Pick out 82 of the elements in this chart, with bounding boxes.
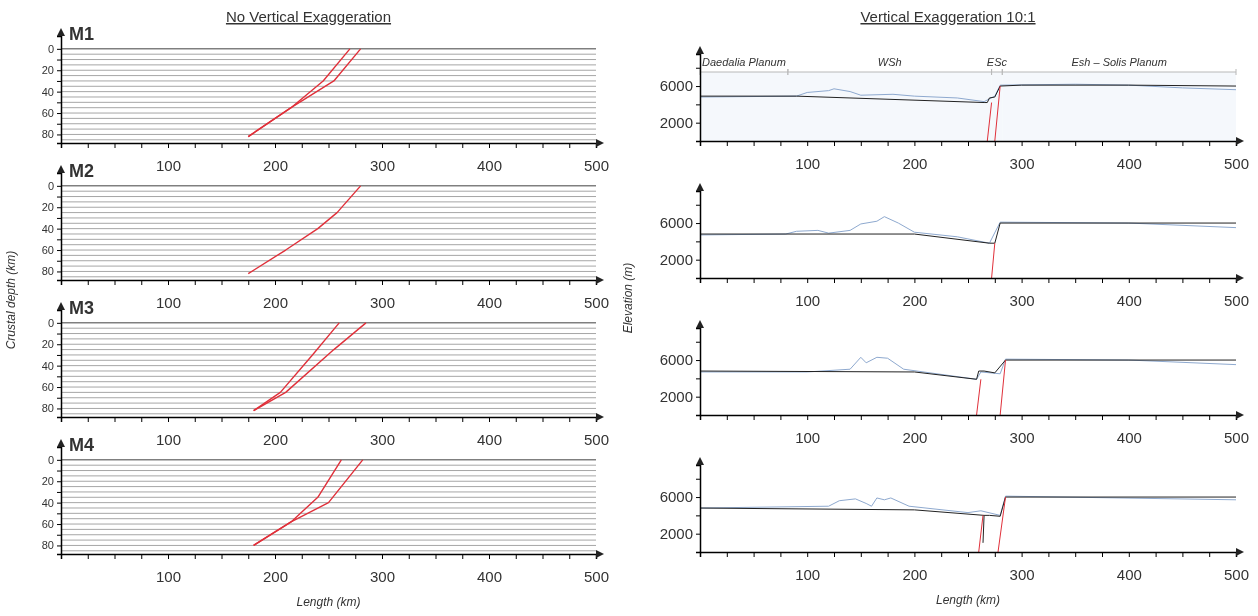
x-tick-label: 100 xyxy=(795,565,821,583)
text: No Vertical Exaggeration xyxy=(225,8,392,25)
band-label: Daedalia Planum xyxy=(702,56,786,68)
x-tick-label: 100 xyxy=(155,156,182,174)
y-tick-label: 40 xyxy=(41,359,54,372)
y-tick-label: 40 xyxy=(41,85,54,98)
y-tick-label: 80 xyxy=(41,265,54,278)
y-tick-label: 60 xyxy=(41,518,54,531)
chart-title: M4 xyxy=(69,435,95,455)
x-tick-label: 200 xyxy=(262,430,289,448)
x-tick-label: 500 xyxy=(1223,428,1250,446)
x-tick-label: 200 xyxy=(902,565,928,583)
y-tick-label: 6000 xyxy=(659,77,693,95)
y-tick-label: 2000 xyxy=(659,387,693,405)
y-tick-label: 40 xyxy=(41,496,54,509)
y-tick-label: 20 xyxy=(41,201,54,214)
x-tick-label: 200 xyxy=(902,154,928,172)
band-label: ESc xyxy=(986,56,1008,68)
x-tick-label: 400 xyxy=(476,567,503,585)
x-tick-label: 100 xyxy=(155,567,182,585)
x-tick-label: 500 xyxy=(583,293,610,311)
x-tick-label: 400 xyxy=(1116,154,1142,172)
y-tick-label: 20 xyxy=(41,475,54,488)
x-tick-label: 300 xyxy=(369,156,396,174)
y-tick-label: 80 xyxy=(41,402,54,415)
x-tick-label: 200 xyxy=(262,156,289,174)
x-tick-label: 300 xyxy=(369,293,396,311)
x-tick-label: 500 xyxy=(583,567,610,585)
x-tick-label: 500 xyxy=(1223,565,1250,583)
y-tick-label: 60 xyxy=(41,381,54,394)
x-tick-label: 400 xyxy=(1116,291,1142,309)
x-tick-label: 500 xyxy=(1223,154,1250,172)
x-tick-label: 100 xyxy=(155,293,182,311)
x-tick-label: 200 xyxy=(902,428,928,446)
x-tick-label: 100 xyxy=(155,430,182,448)
y-tick-label: 2000 xyxy=(659,113,693,131)
band-label: WSh xyxy=(877,56,902,68)
x-tick-label: 200 xyxy=(262,567,289,585)
x-tick-label: 200 xyxy=(902,291,928,309)
x-tick-label: 500 xyxy=(583,156,610,174)
y-tick-label: 80 xyxy=(41,128,54,141)
y-tick-label: 40 xyxy=(41,222,54,235)
x-tick-label: 300 xyxy=(1009,428,1035,446)
x-tick-label: 300 xyxy=(1009,154,1035,172)
y-tick-label: 60 xyxy=(41,107,54,120)
y-tick-label: 20 xyxy=(41,338,54,351)
chart-title: M3 xyxy=(69,298,95,318)
y-tick-label: 6000 xyxy=(659,488,693,506)
x-tick-label: 300 xyxy=(369,430,396,448)
x-tick-label: 400 xyxy=(1116,565,1142,583)
x-tick-label: 300 xyxy=(369,567,396,585)
y-axis-title: Crustal depth (km) xyxy=(4,250,18,350)
x-tick-label: 400 xyxy=(476,293,503,311)
x-tick-label: 100 xyxy=(795,428,821,446)
y-tick-label: 6000 xyxy=(659,351,693,369)
x-tick-label: 500 xyxy=(583,430,610,448)
x-tick-label: 400 xyxy=(476,430,503,448)
y-tick-label: 2000 xyxy=(659,524,693,542)
y-tick-label: 6000 xyxy=(659,214,693,232)
x-tick-label: 100 xyxy=(795,154,821,172)
y-tick-label: 20 xyxy=(41,64,54,77)
y-tick-label: 0 xyxy=(47,453,54,466)
y-tick-label: 0 xyxy=(47,316,54,329)
x-tick-label: 400 xyxy=(1116,428,1142,446)
x-tick-label: 200 xyxy=(262,293,289,311)
y-tick-label: 0 xyxy=(47,179,54,192)
x-tick-label: 500 xyxy=(1223,291,1250,309)
x-axis-title: Length (km) xyxy=(296,595,361,609)
chart-title: M2 xyxy=(69,161,95,181)
chart-title: M1 xyxy=(69,24,95,44)
text: Vertical Exaggeration 10:1 xyxy=(860,8,1036,25)
y-tick-label: 80 xyxy=(41,539,54,552)
x-axis-title: Length (km) xyxy=(935,593,1001,607)
band-label: Esh – Solis Planum xyxy=(1071,56,1167,68)
x-tick-label: 300 xyxy=(1009,565,1035,583)
y-axis-title: Elevation (m) xyxy=(621,262,635,334)
y-tick-label: 0 xyxy=(47,42,54,55)
x-tick-label: 100 xyxy=(795,291,821,309)
x-tick-label: 300 xyxy=(1009,291,1035,309)
y-tick-label: 60 xyxy=(41,244,54,257)
x-tick-label: 400 xyxy=(476,156,503,174)
y-tick-label: 2000 xyxy=(659,250,693,268)
